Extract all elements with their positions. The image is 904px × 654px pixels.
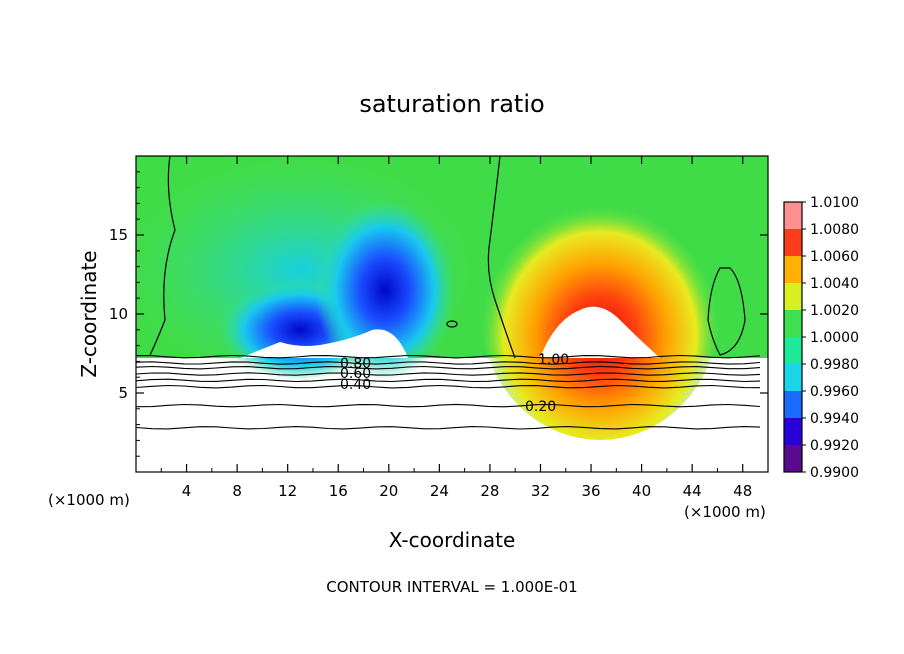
x-axis: 4 8 12 16 20 24 28 32 36 40 44 48 [160,156,752,500]
contour-line [136,354,761,359]
x-tick-label: 16 [329,482,348,500]
plot-area [136,156,768,472]
y-tick-label: 15 [109,226,128,244]
contour-label-0.20: 0.20 [525,399,556,415]
colorbar-segment [784,418,802,445]
contour-line [136,403,761,408]
colorbar-tick-label: 0.9940 [810,411,859,427]
colorbar-tick-label: 1.0040 [810,276,859,292]
colorbar-tick-label: 1.0100 [810,195,859,211]
colorbar-tick-label: 1.0020 [810,303,859,319]
x-tick-label: 44 [683,482,702,500]
colorbar-tick-label: 0.9960 [810,384,859,400]
x-unit-label-left: (×1000 m) [48,491,130,509]
x-tick-label: 4 [182,482,192,500]
colorbar-segment [784,337,802,364]
colorbar-tick-label: 0.9980 [810,357,859,373]
x-tick-label: 48 [733,482,752,500]
contour-line [136,426,761,430]
contour-line [136,361,761,365]
contour-line [136,372,761,376]
contour-upper-left [149,156,176,356]
colorbar-tick-label: 1.0080 [810,222,859,238]
colorbar-segment [784,391,802,418]
contour-labels: 0.80 0.60 0.40 0.20 1.00 [340,352,569,415]
colorbar-segment [784,229,802,256]
white-gap-right [540,306,660,358]
field-blue-blob-right [315,200,455,380]
contour-label-0.40: 0.40 [340,377,371,393]
contour-upper-middle [487,156,516,359]
x-tick-label: 40 [632,482,651,500]
x-tick-label: 24 [430,482,449,500]
x-unit-label-right: (×1000 m) [684,503,766,521]
x-axis-label: X-coordinate [389,528,516,552]
colorbar-segment [784,202,802,229]
white-gap-left [240,329,408,358]
x-tick-label: 20 [379,482,398,500]
y-axis-label: Z-coordinate [77,250,101,377]
x-tick-label: 28 [480,482,499,500]
x-tick-label: 12 [278,482,297,500]
y-axis: 5 10 15 [109,171,768,457]
colorbar-segment [784,256,802,283]
x-tick-label: 36 [581,482,600,500]
contour-loop-right [707,267,746,356]
colorbar-tick-label: 1.0000 [810,330,859,346]
colorbar-tick-label: 1.0060 [810,249,859,265]
contour-label-0.60: 0.60 [340,366,371,382]
y-tick-label: 5 [118,384,128,402]
contour-line [136,365,761,370]
contour-label-0.80: 0.80 [340,356,371,372]
x-tick-label: 32 [531,482,550,500]
y-tick-label: 10 [109,305,128,323]
colorbar-segment [784,445,802,472]
contour-small-loop [446,320,458,328]
contour-line [136,384,761,389]
chart-title: saturation ratio [359,90,544,118]
colorbar-tick-label: 0.9900 [810,465,859,481]
colorbar: 0.9900 0.9920 0.9940 0.9960 0.9980 1.0000 1.00… [783,195,859,481]
x-tick-label: 8 [232,482,242,500]
contour-line [136,378,761,383]
contour-label-1.00: 1.00 [538,352,569,368]
colorbar-segment [784,283,802,310]
colorbar-segment [784,364,802,391]
colorbar-tick-label: 0.9920 [810,438,859,454]
contour-interval-note: CONTOUR INTERVAL = 1.000E-01 [326,578,577,596]
colorbar-segment [784,310,802,337]
contour-lines [136,354,761,430]
